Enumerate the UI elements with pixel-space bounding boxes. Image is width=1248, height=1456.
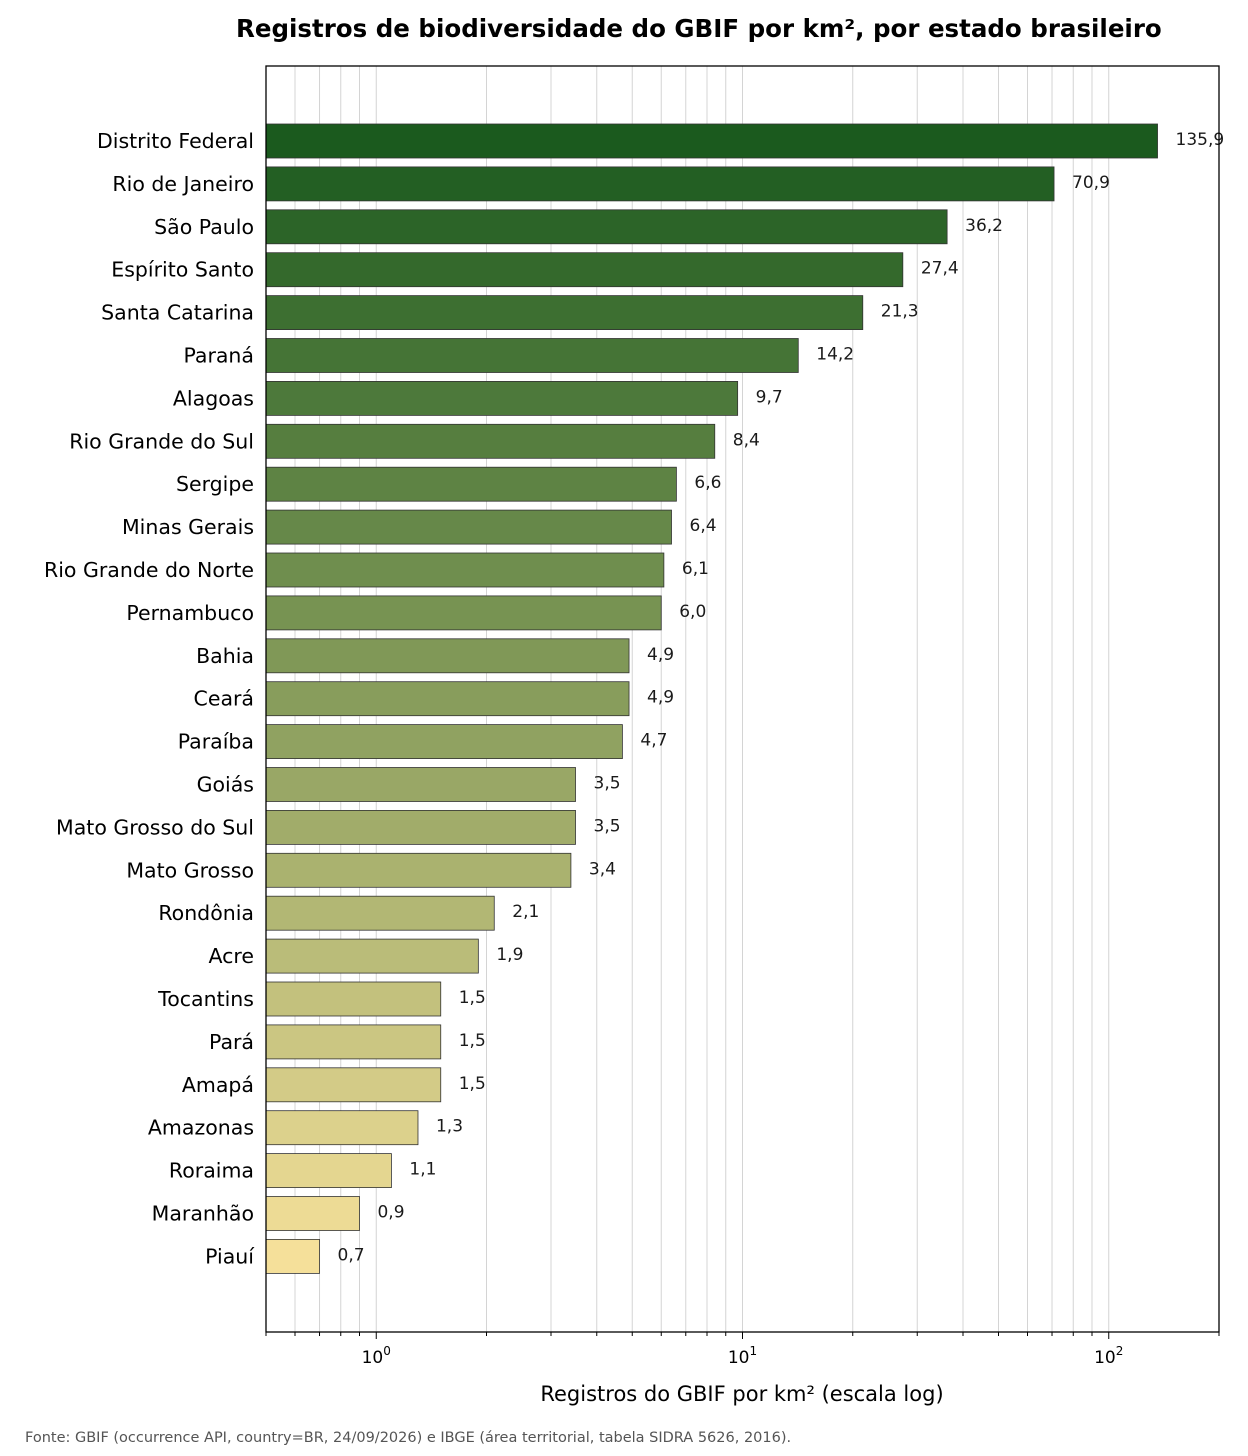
bar [265,509,672,545]
bar [265,595,662,631]
category-label: Rio Grande do Norte [44,558,254,582]
category-label: Ceará [194,687,254,711]
value-label: 0,7 [338,1245,365,1265]
category-label: Rio de Janeiro [112,172,254,196]
value-label: 8,4 [733,430,760,450]
bar [265,981,442,1017]
bar [265,380,739,416]
category-label: Espírito Santo [111,258,254,282]
category-label: Pará [209,1030,254,1054]
value-label: 70,9 [1072,173,1110,193]
value-label: 1,5 [459,988,486,1008]
bar [265,1196,360,1231]
bar [265,1153,392,1188]
bar [265,767,576,802]
bar [265,466,677,502]
value-label: 14,2 [816,345,854,365]
chart-title: Registros de biodiversidade do GBIF por … [236,14,1162,43]
value-label: 3,4 [589,859,616,879]
value-label: 135,9 [1176,130,1225,150]
bar [265,810,576,845]
bar [265,724,623,759]
category-label: Pernambuco [126,601,254,625]
value-label: 4,9 [647,645,674,665]
bars: Distrito Federal 135,9 Rio de Janeiro 70,9 S… [44,123,1225,1274]
category-label: Rondônia [158,901,254,925]
category-label: Amapá [182,1073,254,1097]
value-label: 6,4 [690,516,717,536]
category-label: Sergipe [176,472,254,496]
category-label: Roraima [169,1159,254,1183]
value-label: 0,9 [377,1203,404,1223]
category-label: Mato Grosso do Sul [56,815,254,839]
value-label: 27,4 [921,259,959,279]
value-label: 1,1 [409,1160,436,1180]
category-label: Paraíba [178,730,254,754]
value-label: 1,5 [459,1074,486,1094]
value-label: 4,7 [640,731,667,751]
category-label: Rio Grande do Sul [69,429,254,453]
bar [265,423,716,459]
bar [265,209,948,245]
value-label: 4,9 [647,688,674,708]
value-label: 1,5 [459,1031,486,1051]
category-label: Piauí [205,1244,255,1268]
category-label: Acre [208,944,254,968]
x-tick-label: 101 [728,1344,757,1368]
category-label: Alagoas [173,386,254,410]
category-label: Distrito Federal [97,129,254,153]
category-label: Amazonas [148,1116,254,1140]
category-label: Tocantins [157,987,254,1011]
category-label: São Paulo [154,215,254,239]
value-label: 3,5 [594,774,621,794]
bar [265,166,1055,202]
value-label: 6,0 [679,602,706,622]
bar [265,123,1158,159]
x-axis: 100 101 102 [265,1332,1220,1368]
value-label: 36,2 [965,216,1003,236]
source-note: Fonte: GBIF (occurrence API, country=BR,… [25,1430,792,1446]
value-label: 3,5 [594,816,621,836]
category-label: Bahia [196,644,254,668]
bar [265,895,495,931]
x-tick-label: 102 [1094,1344,1123,1368]
bar [265,1239,320,1274]
category-label: Santa Catarina [101,301,254,325]
category-label: Mato Grosso [126,858,254,882]
bar [265,938,479,974]
category-label: Maranhão [152,1202,254,1226]
value-label: 21,3 [881,302,919,322]
value-label: 6,6 [694,473,721,493]
value-label: 9,7 [756,387,783,407]
category-label: Paraná [183,344,254,368]
value-label: 2,1 [512,902,539,922]
bar [265,295,864,331]
x-tick-label: 100 [362,1344,391,1368]
bar [265,1067,442,1103]
value-label: 1,3 [436,1117,463,1137]
bar [265,852,572,888]
bar [265,1024,442,1060]
value-label: 6,1 [682,559,709,579]
bar [265,338,799,373]
bar [265,252,904,288]
bar [265,681,630,717]
value-label: 1,9 [496,945,523,965]
bar [265,1110,419,1146]
bar [265,638,630,674]
bar [265,552,665,588]
category-label: Goiás [197,773,254,797]
x-axis-title: Registros do GBIF por km² (escala log) [540,1382,943,1406]
category-label: Minas Gerais [122,515,254,539]
